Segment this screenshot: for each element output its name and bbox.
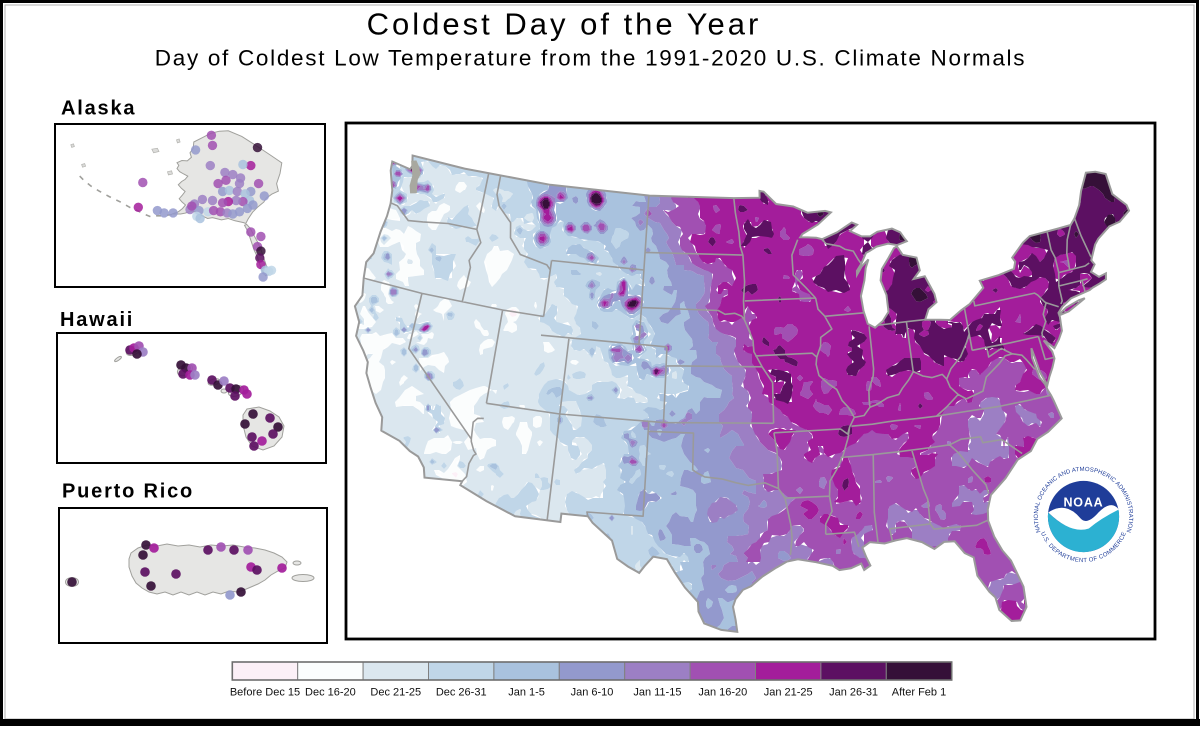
svg-text:Day of Coldest Low Temperature: Day of Coldest Low Temperature from the … (155, 46, 1026, 71)
svg-text:NOAA: NOAA (1063, 496, 1103, 510)
svg-text:Coldest Day of the Year: Coldest Day of the Year (367, 7, 762, 42)
svg-text:After Feb 1: After Feb 1 (892, 687, 946, 699)
svg-text:Jan 1-5: Jan 1-5 (508, 687, 545, 699)
svg-text:Jan 6-10: Jan 6-10 (571, 687, 614, 699)
svg-text:Dec 16-20: Dec 16-20 (305, 687, 356, 699)
svg-text:Hawaii: Hawaii (60, 309, 134, 331)
svg-text:Puerto Rico: Puerto Rico (62, 481, 194, 503)
svg-text:Dec 21-25: Dec 21-25 (370, 687, 421, 699)
svg-text:Jan 16-20: Jan 16-20 (698, 687, 747, 699)
svg-text:Before Dec 15: Before Dec 15 (230, 687, 300, 699)
svg-text:Dec 26-31: Dec 26-31 (436, 687, 487, 699)
svg-text:Jan 26-31: Jan 26-31 (829, 687, 878, 699)
svg-text:Jan 11-15: Jan 11-15 (633, 687, 681, 699)
svg-text:Alaska: Alaska (61, 98, 136, 120)
svg-text:Jan 21-25: Jan 21-25 (764, 687, 813, 699)
